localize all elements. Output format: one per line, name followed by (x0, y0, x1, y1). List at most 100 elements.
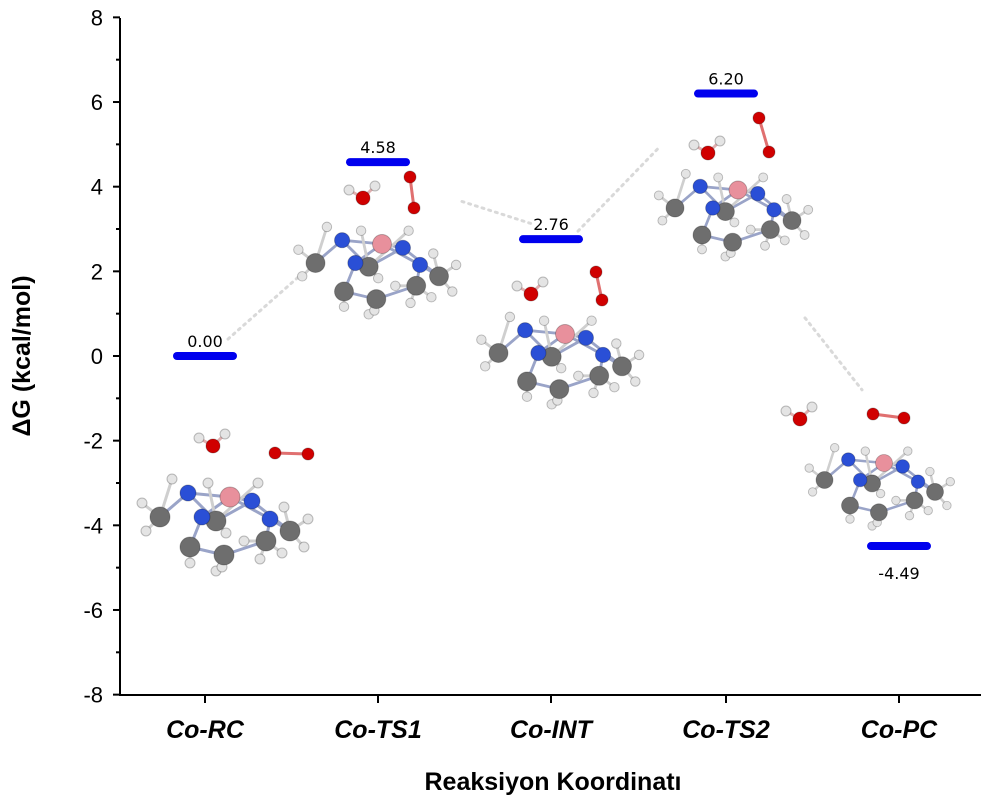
atom (355, 225, 367, 236)
atom (815, 471, 834, 489)
atom (852, 472, 868, 488)
atom (875, 454, 893, 472)
atom (758, 172, 769, 183)
y-tick-label: 6 (91, 90, 103, 115)
atom (479, 361, 491, 372)
atom (891, 495, 901, 506)
molecule-co-int (476, 311, 645, 410)
atom (252, 477, 264, 489)
atom (450, 259, 462, 271)
oxygen-molecule (866, 407, 911, 425)
atom (369, 180, 381, 192)
atom (657, 215, 668, 226)
atom (589, 265, 603, 279)
atom (586, 315, 597, 326)
atom (780, 405, 792, 417)
atom (254, 553, 266, 565)
energy-levels: 0.00 4.58 2.76 6.20 -4.49 (173, 70, 931, 583)
atom (504, 311, 516, 323)
atom (577, 329, 594, 346)
atom (589, 365, 610, 386)
atom (803, 204, 814, 215)
atom (279, 520, 301, 542)
atom (179, 536, 201, 558)
atom (149, 506, 171, 528)
atom (760, 220, 780, 240)
x-tick-label: Co-INT (510, 716, 595, 744)
atom (255, 530, 277, 552)
atom (782, 211, 802, 231)
atom (394, 239, 411, 256)
atom (697, 244, 707, 255)
atom (403, 170, 417, 184)
atom (588, 387, 599, 399)
atom (860, 446, 870, 456)
atom (530, 344, 547, 362)
atom (750, 185, 766, 202)
atom (523, 286, 539, 302)
atom (926, 482, 944, 501)
connector-line (576, 147, 660, 233)
atom (407, 201, 421, 215)
atom (633, 349, 645, 361)
atom (261, 510, 279, 528)
atom (945, 477, 955, 487)
atom (806, 401, 818, 413)
atom (923, 505, 933, 516)
y-ticks: 8 6 4 2 0 -2 -4 -6 -8 (83, 5, 120, 708)
atom (426, 291, 437, 303)
atom (355, 190, 371, 206)
molecule-co-ts2 (653, 168, 814, 262)
atom (406, 275, 427, 296)
atom (202, 477, 214, 489)
connector-line (226, 274, 302, 341)
atom (714, 135, 726, 147)
atom (799, 230, 810, 240)
atom (713, 172, 724, 183)
atom (411, 256, 429, 273)
y-tick-label: 8 (91, 5, 103, 30)
energy-value-label: 2.76 (533, 215, 569, 234)
water-molecule (193, 428, 231, 454)
connector-line (460, 199, 537, 227)
molecule-co-rc (136, 473, 314, 577)
y-tick-label: 2 (91, 259, 103, 284)
atom (276, 547, 288, 559)
atom (488, 343, 509, 363)
atom (193, 432, 205, 444)
atom (925, 466, 935, 477)
atom (537, 276, 549, 288)
atom (372, 234, 392, 254)
x-tick-label: Co-TS1 (334, 716, 422, 744)
atom (745, 224, 756, 235)
molecule-co-ts1 (293, 221, 462, 320)
atom (268, 446, 282, 460)
atom (942, 500, 952, 511)
y-tick-label: -6 (83, 598, 103, 623)
atom (807, 487, 818, 497)
atom (538, 315, 550, 326)
x-tick-label: Co-RC (166, 716, 245, 744)
atom (804, 463, 814, 473)
energy-value-label: 0.00 (187, 332, 223, 351)
atom (213, 544, 235, 566)
atom (347, 254, 364, 272)
atom (372, 272, 384, 284)
atom (220, 527, 232, 539)
atom (293, 244, 304, 255)
atom (594, 346, 612, 363)
y-tick-label: -2 (83, 429, 103, 454)
atom (705, 200, 721, 216)
atom (403, 225, 414, 236)
oxygen-molecule (403, 170, 421, 215)
atom (321, 221, 333, 233)
atom (830, 443, 840, 453)
atom (428, 248, 439, 259)
atom (390, 280, 401, 292)
atom (729, 217, 740, 228)
atom (521, 391, 533, 402)
x-ticks: Co-RC Co-TS1 Co-INT Co-TS2 Co-PC (166, 695, 938, 744)
atom (219, 486, 241, 508)
atom (875, 488, 886, 499)
